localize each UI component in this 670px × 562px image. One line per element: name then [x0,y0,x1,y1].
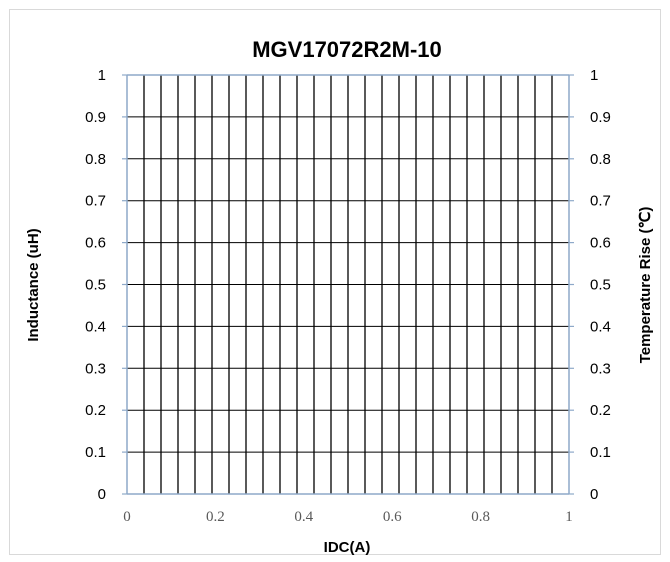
y2-tick-label: 0.4 [590,318,611,335]
y-axis-ticks: 0 0.1 0.2 0.3 0.4 0.5 0.6 0.7 0.8 0.9 1 [85,67,127,503]
y-tick-label: 0.8 [85,151,106,168]
y-tick-label: 0.1 [85,444,106,461]
y2-axis-ticks: 0 0.1 0.2 0.3 0.4 0.5 0.6 0.7 0.8 0.9 1 [569,67,611,503]
y-tick-label: 0.6 [85,235,106,252]
y2-tick-label: 0.9 [590,109,611,126]
x-tick-label: 0.6 [383,509,402,525]
y-tick-label: 0.2 [85,402,106,419]
y2-tick-label: 0.2 [590,402,611,419]
y2-tick-label: 1 [590,67,598,84]
grid [127,75,569,494]
y-tick-label: 0.3 [85,360,106,377]
y-tick-label: 0.4 [85,318,106,335]
y2-tick-label: 0.6 [590,235,611,252]
x-tick-label: 0 [123,509,131,525]
y2-tick-label: 0.3 [590,360,611,377]
x-tick-label: 0.8 [471,509,490,525]
y2-axis-title: Temperature Rise (℃) [637,207,654,364]
y2-tick-label: 0.7 [590,193,611,210]
y-tick-label: 0.5 [85,277,106,294]
y2-tick-label: 0.1 [590,444,611,461]
y2-tick-label: 0.8 [590,151,611,168]
y-tick-label: 0.9 [85,109,106,126]
y-tick-label: 1 [98,67,106,84]
y-axis-title: Inductance (uH) [25,228,42,341]
x-tick-label: 0.2 [206,509,225,525]
x-axis-ticks: 0 0.2 0.4 0.6 0.8 1 [123,509,573,525]
x-axis-title: IDC(A) [324,539,371,556]
x-tick-label: 0.4 [294,509,313,525]
y-tick-label: 0 [98,486,106,503]
y2-tick-label: 0 [590,486,598,503]
y2-tick-label: 0.5 [590,277,611,294]
x-tick-label: 1 [565,509,573,525]
y-tick-label: 0.7 [85,193,106,210]
chart-title: MGV17072R2M-10 [252,37,442,62]
